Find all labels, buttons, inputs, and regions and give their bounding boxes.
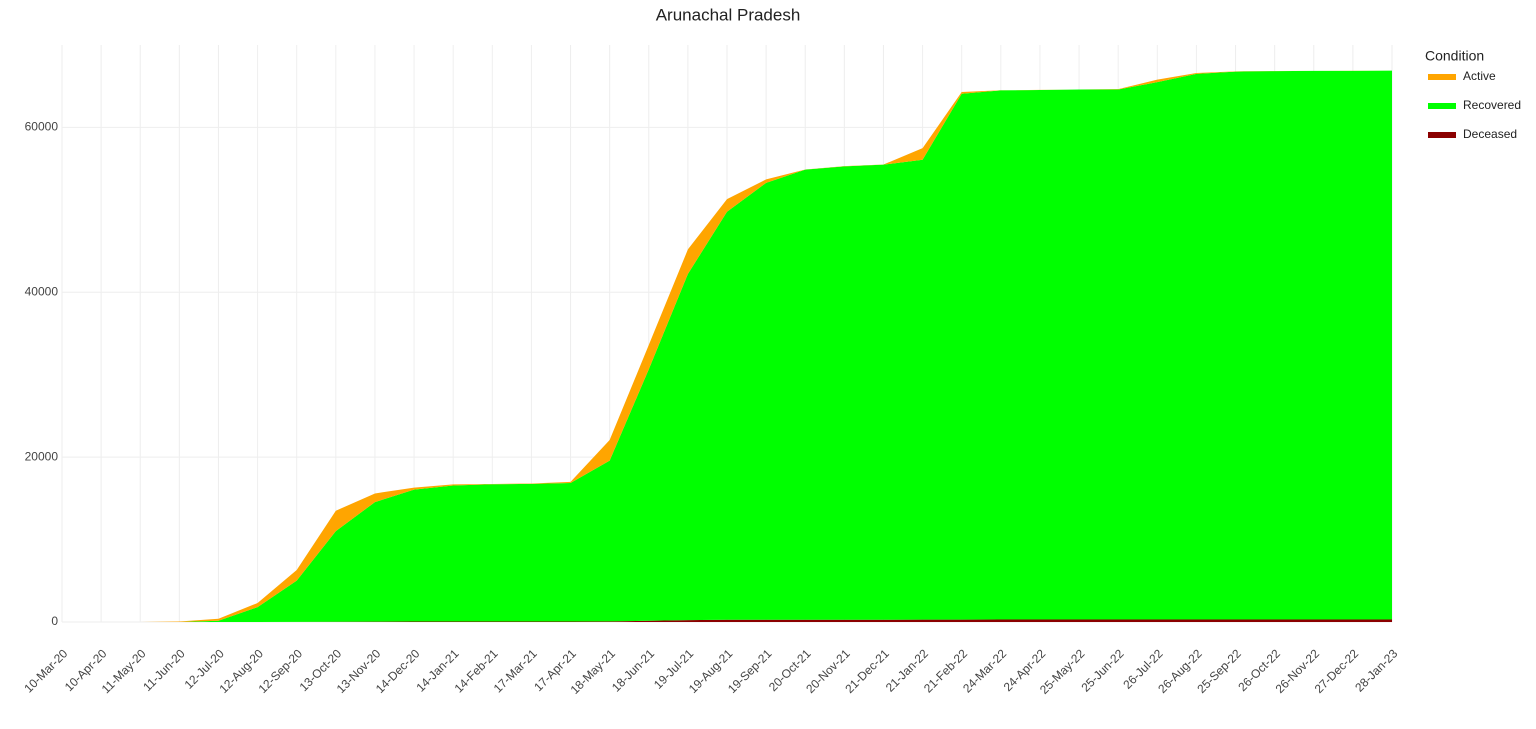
x-tick-label: 24-Mar-22	[960, 646, 1009, 695]
x-tick-label: 18-Jun-21	[609, 646, 657, 694]
legend-title: Condition	[1425, 48, 1484, 64]
legend-label: Deceased	[1463, 127, 1517, 141]
x-tick-label: 28-Jan-23	[1352, 646, 1400, 694]
y-tick-label: 60000	[25, 120, 59, 134]
legend-label: Recovered	[1463, 98, 1521, 112]
legend-label: Active	[1463, 69, 1496, 83]
x-tick-label: 10-Mar-20	[21, 646, 70, 695]
y-tick-label: 40000	[25, 284, 59, 298]
y-tick-label: 20000	[25, 449, 59, 463]
y-tick-label: 0	[51, 614, 58, 628]
x-tick-label: 17-Mar-21	[491, 646, 540, 695]
chart-title: Arunachal Pradesh	[656, 5, 801, 24]
x-tick-label: 25-Jun-22	[1078, 646, 1126, 694]
area	[62, 70, 1392, 622]
x-tick-label: 11-Jun-20	[140, 646, 188, 694]
area	[62, 619, 1392, 622]
